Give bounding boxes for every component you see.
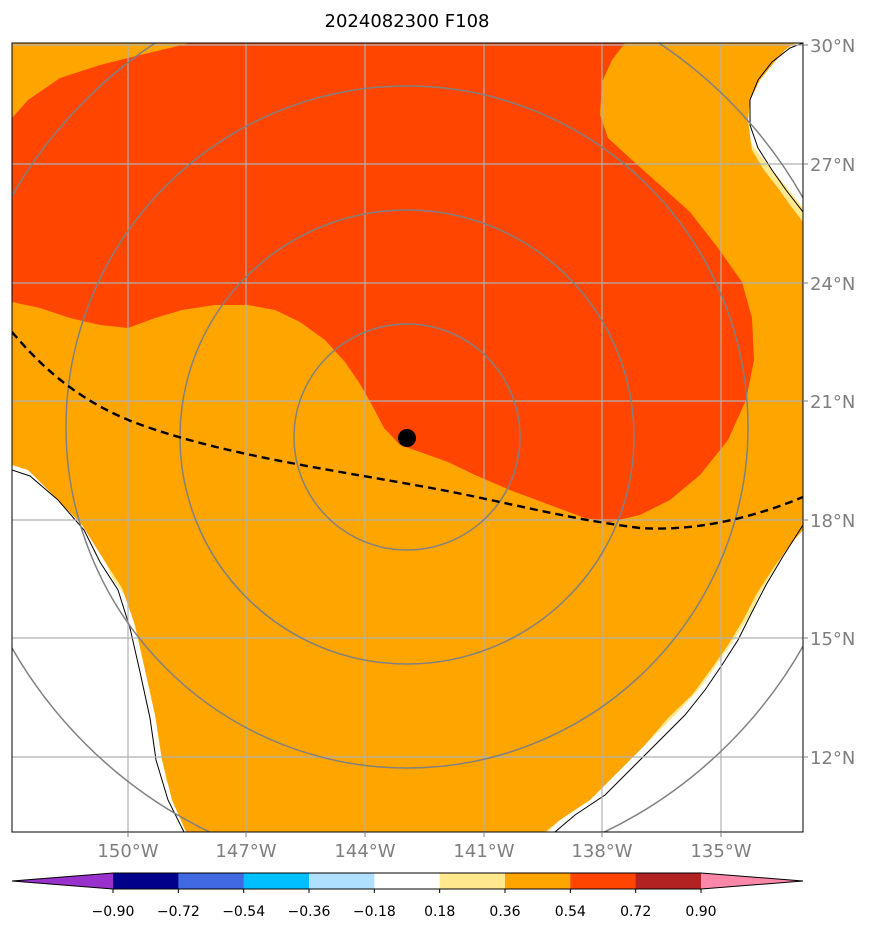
latitude-axis: 30°N 27°N 24°N 21°N 18°N 15°N 12°N [803, 36, 855, 769]
lon-label-135w: 135°W [690, 841, 751, 862]
coastline-southeast [554, 524, 803, 832]
lat-label-12n: 12°N [810, 748, 855, 769]
colorbar-tick-label: 0.36 [489, 904, 520, 920]
colorbar-labels: −0.90 −0.72 −0.54 −0.36 −0.18 0.18 0.36 0.54 0.7… [92, 904, 717, 920]
colorbar-tick-label: −0.36 [288, 904, 331, 920]
lon-label-150w: 150°W [97, 841, 158, 862]
lat-label-21n: 21°N [810, 392, 855, 413]
lon-label-144w: 144°W [334, 841, 395, 862]
map-title: 2024082300 F108 [325, 11, 490, 32]
colorbar-swatch [505, 873, 571, 889]
range-ring-3 [65, 85, 749, 769]
colorbar-ticks [112, 889, 702, 893]
lat-label-27n: 27°N [810, 155, 855, 176]
lat-label-24n: 24°N [810, 274, 855, 295]
colorbar-swatch [309, 873, 375, 889]
colorbar-swatch [635, 873, 702, 889]
colorbar-swatch [178, 873, 245, 889]
graticule [12, 43, 803, 832]
coastline-west [12, 469, 185, 832]
colorbar-swatches [12, 873, 803, 889]
colorbar-tick-label: 0.90 [685, 904, 716, 920]
colorbar-tick-label: −0.54 [222, 904, 265, 920]
colorbar-swatch [113, 873, 179, 889]
lat-label-18n: 18°N [810, 511, 855, 532]
lon-label-138w: 138°W [571, 841, 632, 862]
colorbar-tick-label: −0.90 [92, 904, 135, 920]
colorbar-extend-high [701, 873, 803, 889]
colorbar-extend-low [12, 873, 113, 889]
colorbar-tick-label: 0.18 [424, 904, 455, 920]
longitude-axis: 150°W 147°W 144°W 141°W 138°W 135°W [97, 832, 752, 862]
map-panel [12, 43, 803, 832]
colorbar-swatch [570, 873, 637, 889]
lat-label-30n: 30°N [810, 36, 855, 57]
colorbar-swatch [439, 873, 506, 889]
colorbar-swatch [374, 873, 441, 889]
map-frame [11, 42, 804, 833]
range-ring-1 [293, 323, 521, 551]
storm-track [12, 331, 803, 530]
storm-center-marker [398, 429, 416, 447]
colorbar-tick-label: −0.72 [157, 904, 200, 920]
lon-label-147w: 147°W [215, 841, 276, 862]
coastline-northeast [749, 43, 803, 213]
colorbar-tick-label: 0.72 [620, 904, 651, 920]
colorbar-tick-label: −0.18 [353, 904, 396, 920]
colorbar: −0.90 −0.72 −0.54 −0.36 −0.18 0.18 0.36 0.54 0.7… [11, 872, 804, 920]
lon-label-141w: 141°W [453, 841, 514, 862]
colorbar-tick-label: 0.54 [555, 904, 586, 920]
colorbar-swatch [243, 873, 310, 889]
lat-label-15n: 15°N [810, 629, 855, 650]
